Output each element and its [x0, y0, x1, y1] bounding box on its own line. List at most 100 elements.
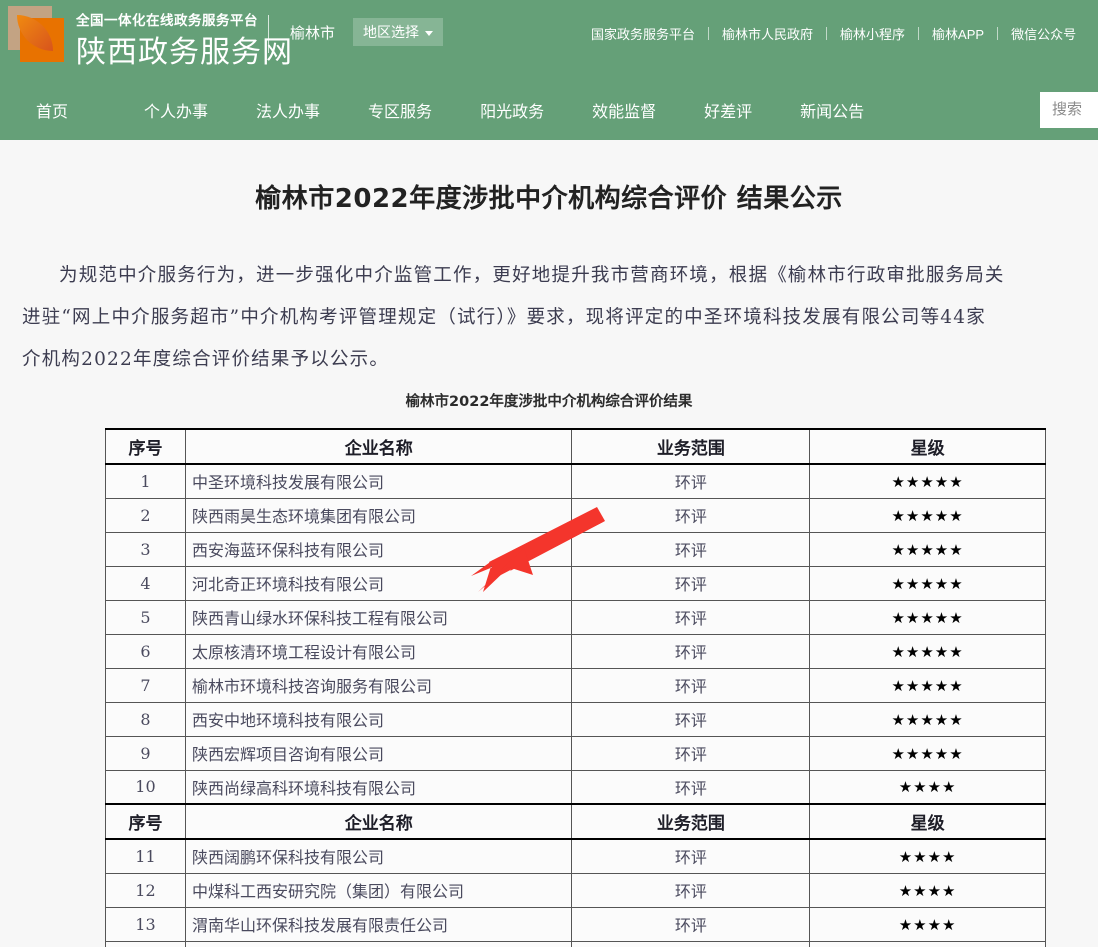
- table-row[interactable]: 3 西安海蓝环保科技有限公司 环评 ★★★★★: [105, 531, 1046, 567]
- nav-item-news-announcements[interactable]: 新闻公告: [800, 104, 865, 121]
- cell-star-rating: ★★★★★: [891, 540, 964, 559]
- cell-scope: 环评: [571, 531, 811, 567]
- column-header-scope: 业务范围: [571, 803, 811, 840]
- link-separator: [708, 27, 710, 40]
- cell-scope: 环评: [571, 735, 811, 771]
- column-header-no: 序号: [105, 428, 186, 465]
- nav-item-home[interactable]: 首页: [36, 104, 69, 121]
- main-navigation: 首页 个人办事 法人办事 专区服务 阳光政务 效能监督 好差评 新闻公告: [0, 88, 1098, 132]
- cell-company: 陕西宏辉项目咨询有限公司: [184, 735, 573, 771]
- column-header-no: 序号: [105, 803, 186, 840]
- paragraph-line-2: 进驻“网上中介服务超市”中介机构考评管理规定（试行）》要求，现将评定的中圣环境科…: [22, 307, 986, 328]
- cell-scope: 环评: [571, 701, 811, 737]
- cell-company: 陕西雨昊生态环境集团有限公司: [184, 497, 573, 533]
- link-separator: [826, 27, 828, 40]
- cell-star-rating: ★★★★: [898, 778, 957, 797]
- cell-company: 渭南华山环保科技发展有限责任公司: [184, 906, 573, 942]
- shaanxi-gov-leaf-logo-icon[interactable]: [8, 6, 70, 68]
- nav-item-personal-services[interactable]: 个人办事: [144, 104, 209, 121]
- search-input[interactable]: 搜索: [1040, 92, 1098, 128]
- cell-company: 太原核清环境工程设计有限公司: [184, 633, 573, 669]
- top-link-yulin-miniprogram[interactable]: 榆林小程序: [840, 27, 906, 42]
- cell-scope: 环评: [571, 497, 811, 533]
- nav-item-service-rating[interactable]: 好差评: [704, 104, 753, 121]
- link-separator: [918, 27, 920, 40]
- table-row[interactable]: 10 陕西尚绿高科环境科技有限公司 环评 ★★★★: [105, 769, 1046, 805]
- cell-scope: 环评: [571, 872, 811, 908]
- cell-star-rating: ★★★★★: [891, 506, 964, 525]
- brand-divider: [268, 15, 269, 53]
- header-inner: 全国一体化在线政务服务平台 陕西政务服务网 榆林市 地区选择 国家政务服务平台 …: [0, 0, 1098, 140]
- cell-company: 中圣环境科技发展有限公司: [184, 463, 573, 499]
- cell-scope: 环评: [571, 769, 811, 805]
- cell-company: [184, 940, 573, 947]
- table-header-row-repeat: 序号 企业名称 业务范围 星级: [105, 803, 1046, 840]
- top-link-yulin-government[interactable]: 榆林市人民政府: [722, 27, 814, 42]
- table-row[interactable]: 2 陕西雨昊生态环境集团有限公司 环评 ★★★★★: [105, 497, 1046, 533]
- table-caption: 榆林市2022年度涉批中介机构综合评价结果: [405, 394, 693, 410]
- cell-company: 中煤科工西安研究院（集团）有限公司: [184, 872, 573, 908]
- cell-no: 11: [105, 838, 186, 874]
- table-row[interactable]: 8 西安中地环境科技有限公司 环评 ★★★★★: [105, 701, 1046, 737]
- table-row-partial[interactable]: [105, 940, 1046, 947]
- cell-company: 河北奇正环境科技有限公司: [184, 565, 573, 601]
- region-select-label: 地区选择: [363, 24, 419, 40]
- cell-no: 1: [105, 463, 186, 499]
- table-header-row: 序号 企业名称 业务范围 星级: [105, 428, 1046, 465]
- top-link-yulin-app[interactable]: 榆林APP: [932, 27, 985, 42]
- cell-star-rating: ★★★★★: [891, 710, 964, 729]
- cell-company: 榆林市环境科技咨询服务有限公司: [184, 667, 573, 703]
- cell-star-rating: ★★★★★: [891, 574, 964, 593]
- cell-no: 5: [105, 599, 186, 635]
- cell-company: 陕西尚绿高科环境科技有限公司: [184, 769, 573, 805]
- cell-star-rating: ★★★★★: [891, 472, 964, 491]
- cell-scope: 环评: [571, 838, 811, 874]
- register-link[interactable]: 注册: [1089, 24, 1098, 43]
- brand-subtitle: 全国一体化在线政务服务平台: [76, 13, 258, 28]
- table-row[interactable]: 9 陕西宏辉项目咨询有限公司 环评 ★★★★★: [105, 735, 1046, 771]
- nav-item-zone-services[interactable]: 专区服务: [368, 104, 433, 121]
- cell-star-rating: ★★★★: [898, 915, 957, 934]
- table-row[interactable]: 11 陕西阔鹏环保科技有限公司 环评 ★★★★: [105, 838, 1046, 874]
- nav-item-sunshine-government[interactable]: 阳光政务: [480, 104, 545, 121]
- cell-scope: 环评: [571, 667, 811, 703]
- brand-title: 陕西政务服务网: [76, 36, 293, 69]
- column-header-company: 企业名称: [184, 428, 573, 465]
- cell-company: 陕西阔鹏环保科技有限公司: [184, 838, 573, 874]
- table-row[interactable]: 4 河北奇正环境科技有限公司 环评 ★★★★★: [105, 565, 1046, 601]
- cell-company: 陕西青山绿水环保科技工程有限公司: [184, 599, 573, 635]
- site-header: 全国一体化在线政务服务平台 陕西政务服务网 榆林市 地区选择 国家政务服务平台 …: [0, 0, 1098, 140]
- top-link-wechat-official[interactable]: 微信公众号: [1011, 27, 1077, 42]
- cell-no: 9: [105, 735, 186, 771]
- table-row[interactable]: 13 渭南华山环保科技发展有限责任公司 环评 ★★★★: [105, 906, 1046, 942]
- chevron-down-icon: [425, 30, 433, 36]
- cell-scope: 环评: [571, 463, 811, 499]
- nav-item-legal-entity-services[interactable]: 法人办事: [256, 104, 321, 121]
- table-row[interactable]: 6 太原核清环境工程设计有限公司 环评 ★★★★★: [105, 633, 1046, 669]
- region-select-button[interactable]: 地区选择: [353, 18, 443, 46]
- column-header-rating: 星级: [809, 803, 1046, 840]
- nav-item-efficiency-supervision[interactable]: 效能监督: [592, 104, 657, 121]
- cell-star-rating: ★★★★★: [891, 744, 964, 763]
- paragraph-line-3: 介机构2022年度综合评价结果予以公示。: [22, 349, 390, 370]
- cell-star-rating: ★★★★★: [891, 608, 964, 627]
- article-paragraph: 为规范中介服务行为，进一步强化中介监管工作，更好地提升我市营商环境，根据《榆林市…: [22, 255, 1098, 381]
- cell-scope: 环评: [571, 906, 811, 942]
- cell-no: 8: [105, 701, 186, 737]
- cell-no: 4: [105, 565, 186, 601]
- link-separator: [997, 27, 999, 40]
- cell-star-rating: ★★★★★: [891, 676, 964, 695]
- article-content: 榆林市2022年度涉批中介机构综合评价 结果公示 为规范中介服务行为，进一步强化…: [0, 140, 1098, 947]
- table-row[interactable]: 5 陕西青山绿水环保科技工程有限公司 环评 ★★★★★: [105, 599, 1046, 635]
- cell-star-rating: ★★★★★: [891, 642, 964, 661]
- cell-scope: 环评: [571, 565, 811, 601]
- table-row[interactable]: 7 榆林市环境科技咨询服务有限公司 环评 ★★★★★: [105, 667, 1046, 703]
- top-link-national-platform[interactable]: 国家政务服务平台: [591, 27, 696, 42]
- table-row[interactable]: 1 中圣环境科技发展有限公司 环评 ★★★★★: [105, 463, 1046, 499]
- table-row[interactable]: 12 中煤科工西安研究院（集团）有限公司 环评 ★★★★: [105, 872, 1046, 908]
- page-title: 榆林市2022年度涉批中介机构综合评价 结果公示: [255, 184, 843, 214]
- column-header-rating: 星级: [809, 428, 1046, 465]
- cell-company: 西安中地环境科技有限公司: [184, 701, 573, 737]
- cell-no: 13: [105, 906, 186, 942]
